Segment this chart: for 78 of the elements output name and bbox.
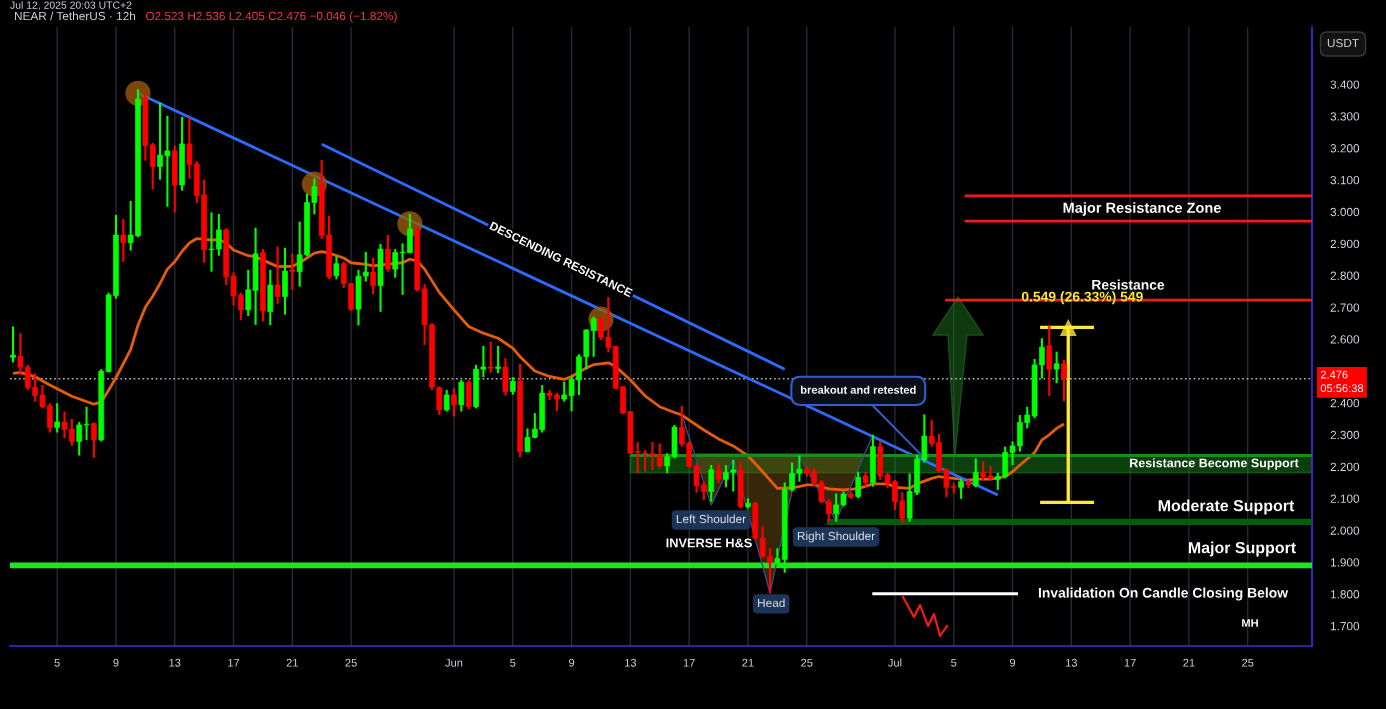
y-tick-label: 2.300	[1330, 430, 1360, 440]
chart-subtitle: O2.523 H2.536 L2.405 C2.476 −0.046 (−1.82%)	[145, 11, 397, 23]
candlestick	[443, 388, 450, 413]
annotation: INVERSE H&S	[666, 538, 752, 548]
x-tick-label: 25	[1242, 658, 1254, 667]
annotation: Resistance Become Support	[1130, 458, 1299, 470]
x-tick-label: 21	[742, 658, 754, 667]
annotation: Major Support	[1188, 541, 1296, 557]
candlestick	[451, 387, 457, 418]
y-tick-label: 2.100	[1330, 494, 1360, 503]
annotation: MH	[1242, 619, 1258, 627]
y-tick-label: 1.900	[1330, 558, 1360, 567]
x-tick-label: 13	[1065, 658, 1078, 667]
candlestick	[1046, 323, 1053, 397]
annotation: Moderate Support	[1158, 499, 1295, 515]
candlestick	[855, 470, 862, 500]
annotation: breakout and retested	[800, 385, 916, 394]
x-tick-label: 17	[228, 658, 240, 667]
x-tick-label: 9	[569, 658, 575, 667]
candlestick	[1061, 358, 1067, 403]
candlestick	[274, 245, 281, 305]
y-tick-label: 2.400	[1330, 398, 1360, 408]
candlestick	[289, 252, 296, 291]
candlestick	[120, 218, 127, 263]
y-tick-label: 2.200	[1330, 462, 1360, 472]
candlestick	[708, 464, 715, 503]
annotation: Head	[758, 598, 785, 608]
candlestick	[972, 457, 979, 489]
x-tick-label: 5	[951, 658, 957, 667]
x-tick-label: 25	[801, 658, 813, 667]
y-tick-label: 2.700	[1330, 303, 1360, 312]
x-tick-label: 21	[286, 658, 298, 667]
y-tick-label: 1.700	[1330, 621, 1360, 631]
annotation: Invalidation On Candle Closing Below	[1038, 587, 1289, 601]
annotation: Major Resistance Zone	[1063, 202, 1221, 216]
candlestick	[958, 477, 964, 500]
y-tick-label: 1.800	[1330, 590, 1360, 599]
x-tick-label: 17	[683, 658, 695, 667]
y-axis-title: USDT	[1327, 38, 1359, 48]
x-tick-label: 21	[1183, 658, 1195, 667]
candlestick	[333, 255, 340, 281]
x-tick-label: 17	[1124, 658, 1136, 667]
y-tick-label: 2.900	[1330, 239, 1360, 249]
candlestick	[54, 402, 60, 434]
x-tick-label: 13	[625, 658, 637, 667]
x-tick-label: Jul	[888, 658, 902, 667]
y-tick-label: 2.800	[1330, 271, 1360, 280]
x-tick-label: 13	[169, 658, 181, 667]
x-tick-label: 25	[345, 658, 357, 667]
y-tick-label: 2.600	[1330, 335, 1360, 344]
candlestick	[1053, 350, 1060, 385]
candlestick	[487, 340, 494, 374]
y-tick-label: 3.400	[1330, 80, 1360, 89]
x-tick-label: 5	[54, 658, 60, 667]
annotation: Left Shoulder	[676, 514, 746, 524]
candlestick	[91, 421, 97, 459]
x-tick-label: 9	[113, 658, 119, 667]
y-tick-label: 3.100	[1330, 175, 1360, 185]
y-tick-label: 3.300	[1330, 112, 1360, 121]
ref-line-label: 2.476 05:56:38	[1320, 370, 1364, 393]
candlestick	[458, 378, 465, 413]
x-tick-label: Jun	[445, 658, 463, 667]
candlestick	[385, 233, 391, 273]
x-tick-label: 5	[510, 658, 516, 667]
candlestick	[370, 256, 377, 296]
y-tick-label: 3.000	[1330, 207, 1360, 217]
annotation: Resistance	[1092, 279, 1165, 290]
y-tick-label: 3.200	[1330, 144, 1360, 153]
candlestick	[495, 344, 501, 375]
x-tick-label: 9	[1009, 658, 1016, 667]
candlestick	[10, 325, 16, 364]
candlestick	[715, 462, 722, 485]
text: Jul 12, 2025 20:03 UTC+2	[10, 1, 132, 11]
chart-title: NEAR / TetherUS · 12h	[14, 11, 136, 21]
candlestick	[149, 141, 156, 191]
point	[1059, 318, 1077, 336]
annotation: Right Shoulder	[797, 531, 875, 543]
y-tick-label: 2.000	[1330, 526, 1360, 535]
